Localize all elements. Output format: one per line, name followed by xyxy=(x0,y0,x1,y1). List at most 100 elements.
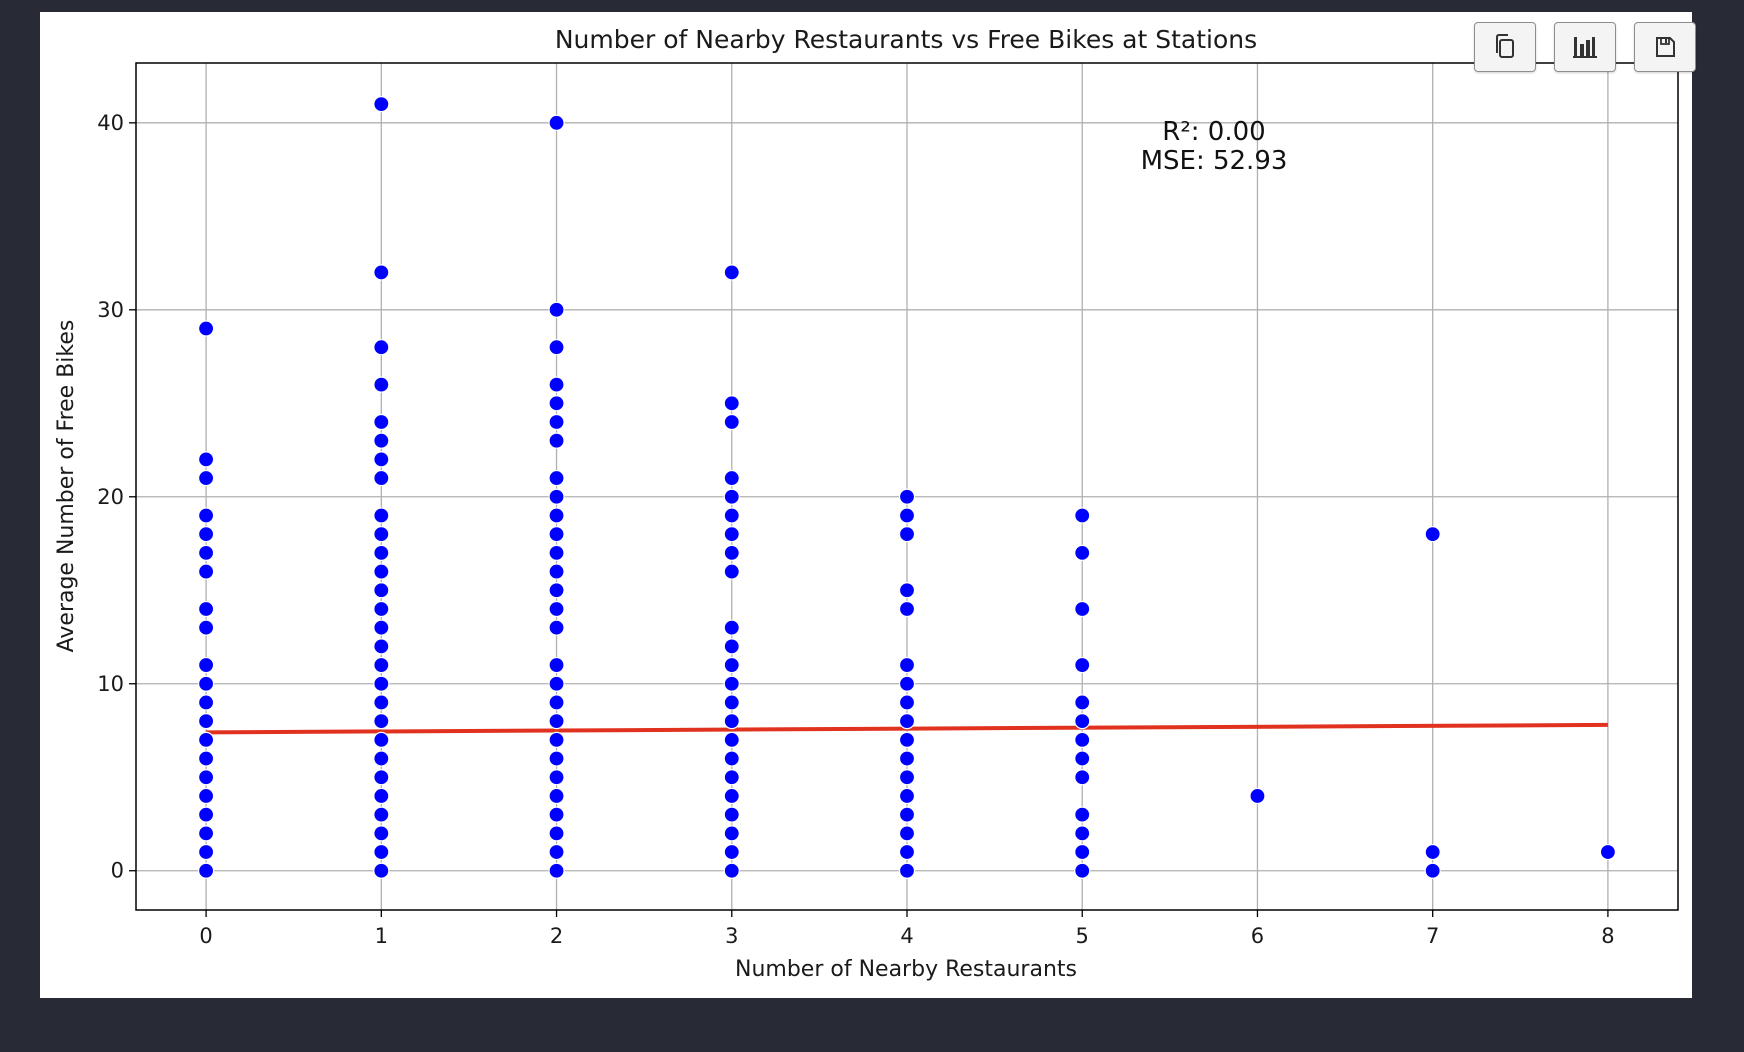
data-point xyxy=(197,750,215,767)
data-point xyxy=(373,731,390,748)
x-axis-ticks: 0 1 2 3 4 5 6 7 8 xyxy=(199,910,1615,948)
r2-annotation: R²: 0.00 xyxy=(1162,117,1265,147)
y-tick-label: 10 xyxy=(97,672,124,696)
data-point xyxy=(548,301,565,318)
data-point xyxy=(197,563,215,580)
data-point xyxy=(723,787,740,805)
data-point xyxy=(548,862,565,879)
data-point xyxy=(197,600,215,618)
data-point xyxy=(723,843,740,861)
x-axis-label: Number of Nearby Restaurants xyxy=(735,957,1077,982)
data-point xyxy=(197,787,215,805)
data-point xyxy=(898,526,916,543)
data-point xyxy=(1599,843,1617,861)
data-point xyxy=(197,507,215,524)
data-point xyxy=(373,619,390,636)
data-point xyxy=(373,376,390,393)
data-point xyxy=(373,432,390,449)
data-point xyxy=(373,862,390,879)
data-point xyxy=(548,825,565,842)
data-point xyxy=(898,675,916,692)
data-point xyxy=(723,544,740,561)
data-point xyxy=(723,395,740,412)
grid xyxy=(136,63,1678,910)
data-point xyxy=(197,451,215,468)
data-point xyxy=(723,769,740,786)
data-point xyxy=(197,656,215,674)
data-points xyxy=(197,96,1617,879)
data-point xyxy=(197,825,215,842)
data-point xyxy=(373,694,390,711)
data-point xyxy=(373,582,390,599)
data-point xyxy=(373,264,390,281)
data-point xyxy=(723,825,740,842)
x-tick-label: 8 xyxy=(1601,924,1614,948)
data-point xyxy=(1074,843,1091,861)
data-point xyxy=(548,694,565,711)
data-point xyxy=(723,469,740,487)
data-point xyxy=(197,619,215,636)
data-point xyxy=(723,731,740,748)
x-tick-label: 7 xyxy=(1426,924,1439,948)
data-point xyxy=(723,619,740,636)
x-tick-label: 1 xyxy=(375,924,388,948)
data-point xyxy=(1249,787,1266,805)
data-point xyxy=(1074,806,1091,823)
data-point xyxy=(548,413,565,431)
chart-title: Number of Nearby Restaurants vs Free Bik… xyxy=(555,25,1257,54)
data-point xyxy=(898,488,916,505)
data-point xyxy=(373,769,390,786)
data-point xyxy=(197,862,215,879)
data-point xyxy=(1074,862,1091,879)
data-point xyxy=(548,806,565,823)
data-point xyxy=(1074,769,1091,786)
y-tick-label: 30 xyxy=(97,298,124,322)
data-point xyxy=(373,413,390,431)
data-point xyxy=(197,544,215,561)
x-tick-label: 0 xyxy=(199,924,212,948)
data-point xyxy=(723,413,740,431)
data-point xyxy=(548,114,565,131)
data-point xyxy=(723,862,740,879)
data-point xyxy=(723,507,740,524)
data-point xyxy=(548,563,565,580)
data-point xyxy=(548,507,565,524)
chart-panel: 0 1 2 3 4 5 6 7 8 0 10 20 30 40 Number of Nearby Res… xyxy=(40,12,1696,998)
data-point xyxy=(898,769,916,786)
data-point xyxy=(373,339,390,356)
y-tick-label: 40 xyxy=(97,111,124,135)
data-point xyxy=(373,469,390,487)
data-point xyxy=(548,526,565,543)
data-point xyxy=(197,469,215,487)
data-point xyxy=(548,656,565,674)
data-point xyxy=(723,563,740,580)
data-point xyxy=(898,806,916,823)
save-icon xyxy=(1653,35,1677,59)
view-chart-button[interactable] xyxy=(1554,22,1616,72)
data-point xyxy=(548,432,565,449)
data-point xyxy=(373,544,390,561)
data-point xyxy=(1074,825,1091,842)
data-point xyxy=(898,582,916,599)
data-point xyxy=(723,264,740,281)
data-point xyxy=(898,656,916,674)
bar-chart-icon xyxy=(1571,34,1599,60)
data-point xyxy=(1424,862,1441,879)
data-point xyxy=(373,656,390,674)
data-point xyxy=(898,825,916,842)
data-point xyxy=(197,526,215,543)
data-point xyxy=(1074,507,1091,524)
copy-button[interactable] xyxy=(1474,22,1536,72)
data-point xyxy=(373,526,390,543)
data-point xyxy=(373,713,390,730)
y-axis-ticks: 0 10 20 30 40 xyxy=(97,111,136,883)
data-point xyxy=(723,713,740,730)
save-button[interactable] xyxy=(1634,22,1696,72)
data-point xyxy=(548,488,565,505)
data-point xyxy=(197,769,215,786)
data-point xyxy=(373,787,390,805)
data-point xyxy=(548,843,565,861)
data-point xyxy=(197,806,215,823)
data-point xyxy=(373,638,390,655)
x-tick-label: 4 xyxy=(900,924,913,948)
